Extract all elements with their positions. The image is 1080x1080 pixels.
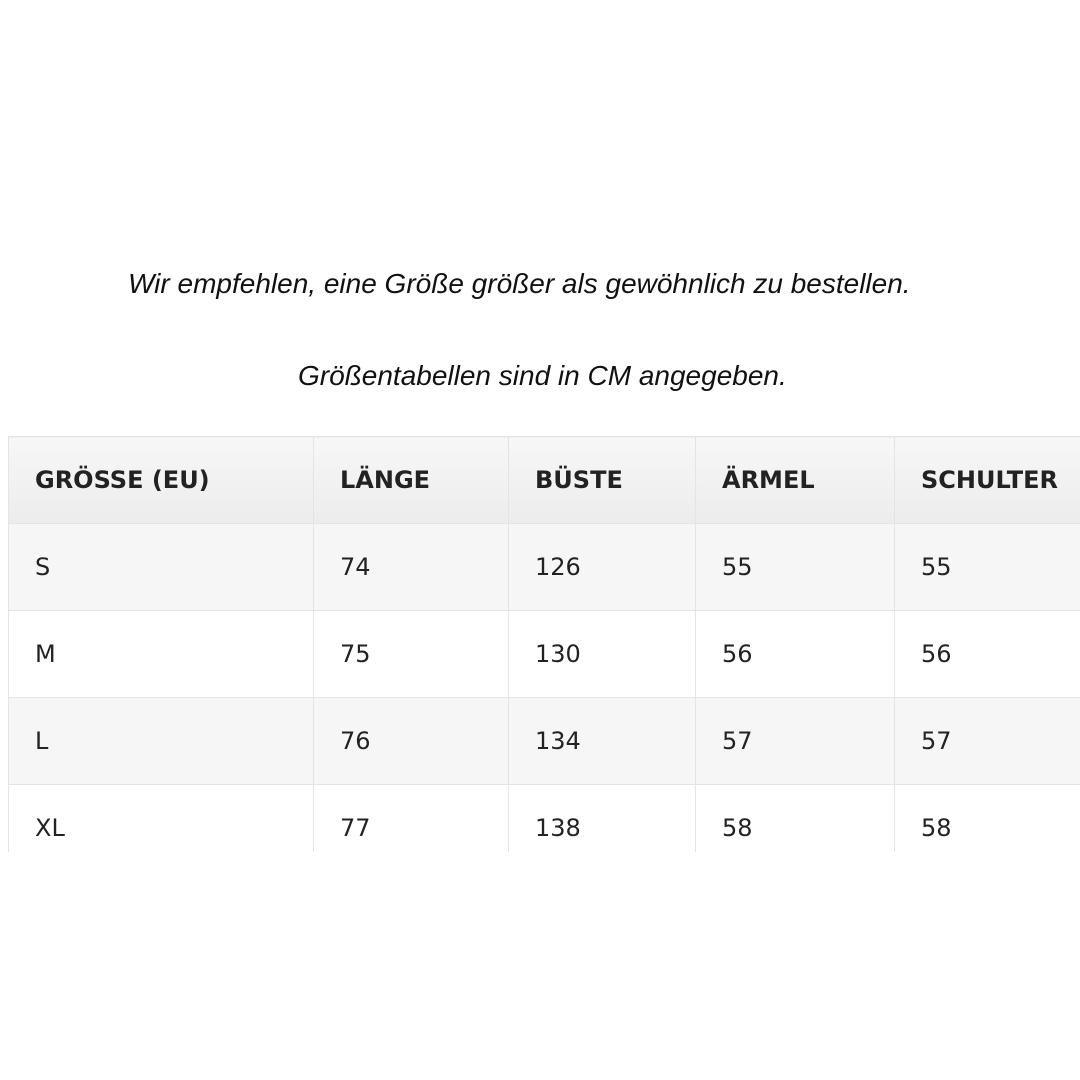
cell: 134 (508, 697, 696, 785)
header-cell: BÜSTE (508, 436, 696, 524)
cell: 58 (894, 784, 1080, 852)
row: L 76 134 57 57 (8, 697, 1080, 785)
cell: 55 (894, 523, 1080, 611)
cell: 126 (508, 523, 696, 611)
cell: S (8, 523, 314, 611)
row: M 75 130 56 56 (8, 610, 1080, 698)
header-cell: LÄNGE (313, 436, 509, 524)
header-cell: SCHULTER (894, 436, 1080, 524)
cell: 56 (695, 610, 895, 698)
header-cell: ÄRMEL (695, 436, 895, 524)
cell: 74 (313, 523, 509, 611)
cell: 56 (894, 610, 1080, 698)
header-cell: GRÖSSE (EU) (8, 436, 314, 524)
cell: 77 (313, 784, 509, 852)
size-table: GRÖSSE (EU) LÄNGE BÜSTE ÄRMEL SCHULTER S 74 12… (8, 436, 1080, 852)
cell: 55 (695, 523, 895, 611)
cell: 75 (313, 610, 509, 698)
cell: M (8, 610, 314, 698)
cell: L (8, 697, 314, 785)
cell: XL (8, 784, 314, 852)
cell: 57 (894, 697, 1080, 785)
note: Wir empfehlen, eine Größe größer als gew… (128, 268, 911, 299)
note: Größentabellen sind in CM angegeben. (298, 360, 787, 391)
cell: 76 (313, 697, 509, 785)
cell: 57 (695, 697, 895, 785)
header-row: GRÖSSE (EU) LÄNGE BÜSTE ÄRMEL SCHULTER (8, 436, 1080, 524)
cell: 138 (508, 784, 696, 852)
table: GRÖSSE (EU) LÄNGE BÜSTE ÄRMEL SCHULTER S 74 12… (8, 436, 1080, 852)
cell: 58 (695, 784, 895, 852)
cell: 130 (508, 610, 696, 698)
row: S 74 126 55 55 (8, 523, 1080, 611)
row: XL 77 138 58 58 (8, 784, 1080, 852)
